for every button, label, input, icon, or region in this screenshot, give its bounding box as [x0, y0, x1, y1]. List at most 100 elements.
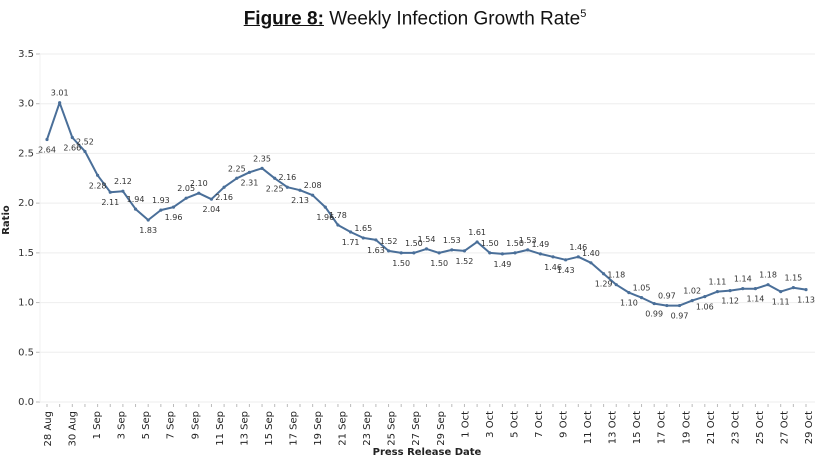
data-label: 2.12 — [114, 177, 132, 186]
data-point — [602, 272, 606, 276]
data-label: 0.99 — [645, 310, 663, 319]
data-point — [652, 301, 656, 306]
chart-title: Figure 8: Weekly Infection Growth Rate5 — [0, 8, 830, 30]
data-point — [45, 137, 49, 142]
x-tick-label: 25 Sep — [387, 411, 398, 446]
data-point — [70, 135, 74, 140]
data-point — [386, 249, 391, 253]
data-point — [791, 286, 795, 290]
data-label: 2.25 — [228, 164, 246, 173]
data-label: 2.08 — [304, 181, 322, 190]
data-label: 1.29 — [595, 280, 613, 289]
x-tick-label: 7 Sep — [166, 411, 177, 439]
data-label: 1.12 — [721, 297, 739, 306]
data-label: 1.61 — [468, 228, 486, 237]
data-point — [323, 205, 327, 209]
x-tick-label: 29 Oct — [804, 411, 815, 444]
data-point — [766, 283, 770, 287]
data-point — [564, 258, 568, 262]
data-point — [235, 176, 239, 180]
data-point — [513, 251, 517, 255]
data-point — [475, 240, 479, 244]
data-point — [361, 236, 365, 240]
x-tick-label: 23 Oct — [730, 411, 741, 444]
data-label: 1.05 — [633, 284, 651, 293]
x-tick-label: 3 Oct — [485, 411, 496, 438]
data-label: 1.46 — [544, 263, 562, 272]
data-point — [741, 287, 745, 291]
data-label: 1.50 — [481, 239, 499, 248]
data-point — [336, 223, 340, 227]
x-tick-label: 11 Sep — [215, 411, 226, 446]
data-point — [146, 218, 150, 222]
data-point — [677, 303, 682, 308]
data-label: 1.52 — [456, 257, 474, 266]
x-tick-label: 9 Oct — [559, 411, 570, 438]
data-label: 1.14 — [746, 295, 764, 304]
data-label: 2.66 — [63, 144, 81, 153]
data-label: 0.97 — [658, 292, 676, 301]
y-tick-label: 2.5 — [18, 148, 34, 159]
data-label: 2.31 — [240, 178, 258, 187]
x-tick-label: 17 Oct — [657, 411, 668, 444]
data-point — [260, 166, 264, 170]
data-label: 1.53 — [519, 236, 537, 245]
data-point — [285, 185, 289, 189]
data-label: 1.11 — [709, 278, 727, 287]
data-point — [171, 205, 176, 209]
data-point — [209, 197, 214, 201]
data-label: 2.11 — [101, 198, 119, 207]
data-point — [576, 255, 580, 259]
data-point — [133, 207, 138, 211]
data-label: 1.13 — [797, 296, 815, 305]
data-label: 2.64 — [38, 146, 56, 155]
data-label: 1.10 — [620, 299, 638, 308]
data-point — [703, 295, 707, 299]
data-label: 1.46 — [569, 243, 587, 252]
x-tick-label: 1 Sep — [92, 411, 103, 439]
data-label: 1.63 — [367, 246, 385, 255]
data-point — [488, 251, 492, 255]
data-label: 1.83 — [139, 226, 157, 235]
data-point — [311, 193, 315, 197]
data-point — [247, 170, 251, 174]
data-label: 1.50 — [506, 239, 524, 248]
data-label: 0.97 — [671, 312, 689, 321]
x-tick-label: 9 Sep — [190, 411, 201, 439]
data-point — [538, 252, 542, 256]
data-point — [779, 290, 783, 294]
data-label: 2.52 — [76, 137, 94, 146]
data-point — [462, 249, 467, 253]
x-tick-label: 11 Oct — [583, 411, 594, 444]
data-point — [222, 185, 226, 189]
data-point — [184, 196, 188, 200]
data-point — [83, 149, 87, 154]
data-label: 1.50 — [392, 259, 410, 268]
data-point — [412, 251, 416, 255]
y-tick-label: 0.5 — [18, 347, 34, 358]
data-label: 2.25 — [266, 184, 284, 193]
data-label: 3.01 — [51, 89, 69, 98]
data-label: 1.15 — [784, 274, 802, 283]
data-label: 1.96 — [316, 213, 334, 222]
x-tick-label: 28 Aug — [43, 411, 54, 446]
footnote-marker: 5 — [580, 8, 587, 20]
data-label: 1.50 — [405, 239, 423, 248]
data-label: 1.18 — [607, 271, 625, 280]
y-tick-label: 0.0 — [18, 397, 34, 408]
data-label: 1.50 — [430, 259, 448, 268]
data-point — [121, 189, 125, 193]
data-point — [96, 173, 100, 177]
x-tick-label: 7 Oct — [534, 411, 545, 438]
x-tick-label: 5 Sep — [141, 411, 152, 439]
x-tick-label: 5 Oct — [509, 411, 520, 438]
data-point — [450, 248, 454, 252]
x-tick-label: 15 Sep — [264, 411, 275, 446]
x-tick-label: 21 Oct — [706, 411, 717, 444]
data-label: 1.71 — [342, 238, 360, 247]
x-tick-label: 1 Oct — [460, 411, 471, 438]
data-point — [589, 261, 593, 265]
x-tick-label: 17 Sep — [288, 411, 299, 446]
data-point — [437, 251, 441, 255]
